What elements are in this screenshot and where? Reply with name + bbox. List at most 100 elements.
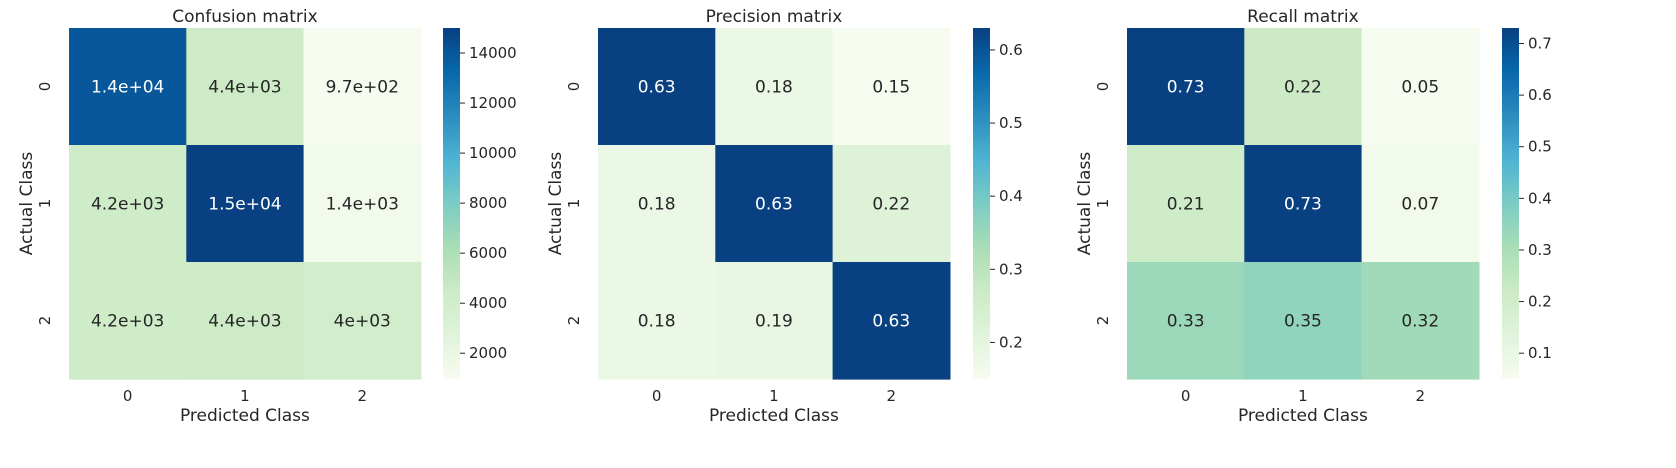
cell-annotation: 0.21	[1167, 195, 1205, 215]
y-axis-label: Actual Class	[546, 152, 566, 256]
colorbar-tick-label: 4000	[469, 294, 507, 312]
x-axis-label: Predicted Class	[709, 406, 839, 426]
colorbar-tick-label: 0.7	[1528, 34, 1552, 52]
cell-annotation: 0.63	[638, 78, 676, 98]
heatmap-cell	[303, 262, 422, 380]
y-tick-label: 2	[36, 316, 54, 326]
cell-annotation: 4.4e+03	[208, 312, 281, 332]
y-tick-label: 0	[36, 82, 54, 92]
cell-annotation: 0.73	[1284, 195, 1322, 215]
x-tick-label: 0	[1181, 387, 1191, 405]
x-tick-label: 1	[240, 387, 250, 405]
cell-annotation: 0.35	[1284, 312, 1322, 332]
colorbar-tick-label: 0.5	[1528, 138, 1552, 156]
heatmap-cell	[1244, 262, 1363, 380]
cell-annotation: 0.33	[1167, 312, 1205, 332]
colorbar-tick-label: 12000	[469, 94, 517, 112]
heatmap-cell	[303, 145, 422, 263]
heatmap-cell	[715, 262, 834, 380]
cell-annotation: 1.5e+04	[208, 195, 281, 215]
cell-annotation: 0.18	[638, 312, 676, 332]
heatmap-cell	[186, 145, 305, 263]
colorbar	[443, 28, 460, 379]
cell-annotation: 1.4e+04	[91, 78, 164, 98]
heatmap-cell	[1127, 28, 1245, 146]
cell-annotation: 0.18	[755, 78, 793, 98]
colorbar-tick-label: 0.5	[999, 114, 1023, 132]
cell-annotation: 0.32	[1401, 312, 1439, 332]
y-tick-label: 1	[1094, 199, 1112, 209]
y-axis-label: Actual Class	[17, 152, 37, 256]
colorbar-tick-label: 8000	[469, 194, 507, 212]
colorbar-tick-label: 0.4	[1528, 189, 1552, 207]
x-tick-label: 1	[769, 387, 779, 405]
colorbar-tick-label: 0.4	[999, 187, 1023, 205]
x-tick-label: 2	[886, 387, 896, 405]
colorbar-tick-label: 0.1	[1528, 344, 1552, 362]
cell-annotation: 0.05	[1401, 78, 1439, 98]
cell-annotation: 0.63	[872, 312, 910, 332]
colorbar	[1502, 28, 1519, 379]
y-axis-label: Actual Class	[1075, 152, 1095, 256]
heatmap-cell	[598, 145, 716, 263]
heatmap-cell	[1361, 262, 1480, 380]
colorbar-tick-label: 0.3	[999, 260, 1023, 278]
colorbar-tick-label: 2000	[469, 344, 507, 362]
colorbar-tick-label: 6000	[469, 244, 507, 262]
panel-title: Recall matrix	[1247, 7, 1359, 27]
heatmap-cell	[832, 28, 951, 146]
heatmap-cell	[69, 145, 187, 263]
cell-annotation: 4e+03	[334, 312, 391, 332]
cell-annotation: 0.15	[872, 78, 910, 98]
heatmap-cell	[1127, 145, 1245, 263]
colorbar-tick-label: 0.6	[999, 41, 1023, 59]
x-tick-label: 2	[1415, 387, 1425, 405]
heatmap-cell	[715, 28, 834, 146]
heatmap-cell	[598, 262, 716, 380]
cell-annotation: 0.07	[1401, 195, 1439, 215]
y-tick-label: 2	[565, 316, 583, 326]
colorbar-tick-label: 0.6	[1528, 86, 1552, 104]
y-tick-label: 0	[565, 82, 583, 92]
cell-annotation: 0.73	[1167, 78, 1205, 98]
cell-annotation: 0.18	[638, 195, 676, 215]
y-tick-label: 0	[1094, 82, 1112, 92]
colorbar-tick-label: 0.2	[1528, 293, 1552, 311]
heatmap-cell	[598, 28, 716, 146]
colorbar-tick-label: 10000	[469, 144, 517, 162]
x-axis-label: Predicted Class	[1238, 406, 1368, 426]
heatmap-cell	[1361, 28, 1480, 146]
x-axis-label: Predicted Class	[180, 406, 310, 426]
heatmap-panel-0: Confusion matrix 1.4e+04 4.4e+03 9.7e+02 4.2…	[17, 7, 517, 426]
heatmap-cell	[832, 145, 951, 263]
cell-annotation: 4.2e+03	[91, 312, 164, 332]
panel-title: Confusion matrix	[172, 7, 317, 27]
heatmap-cell	[715, 145, 834, 263]
colorbar	[973, 28, 990, 379]
colorbar-tick-label: 0.2	[999, 333, 1023, 351]
heatmap-cell	[69, 28, 187, 146]
y-tick-label: 1	[36, 199, 54, 209]
cell-annotation: 0.22	[872, 195, 910, 215]
cell-annotation: 0.22	[1284, 78, 1322, 98]
heatmap-cell	[186, 262, 305, 380]
panel-title: Precision matrix	[706, 7, 843, 27]
y-tick-label: 1	[565, 199, 583, 209]
colorbar-tick-label: 14000	[469, 44, 517, 62]
heatmap-cell	[1361, 145, 1480, 263]
heatmap-cell	[1244, 28, 1363, 146]
colorbar-tick-label: 0.3	[1528, 241, 1552, 259]
heatmap-cell	[1244, 145, 1363, 263]
heatmap-cell	[832, 262, 951, 380]
cell-annotation: 0.63	[755, 195, 793, 215]
heatmap-cell	[69, 262, 187, 380]
heatmap-cell	[186, 28, 305, 146]
x-tick-label: 2	[357, 387, 367, 405]
x-tick-label: 0	[123, 387, 133, 405]
x-tick-label: 0	[652, 387, 662, 405]
cell-annotation: 4.4e+03	[208, 78, 281, 98]
